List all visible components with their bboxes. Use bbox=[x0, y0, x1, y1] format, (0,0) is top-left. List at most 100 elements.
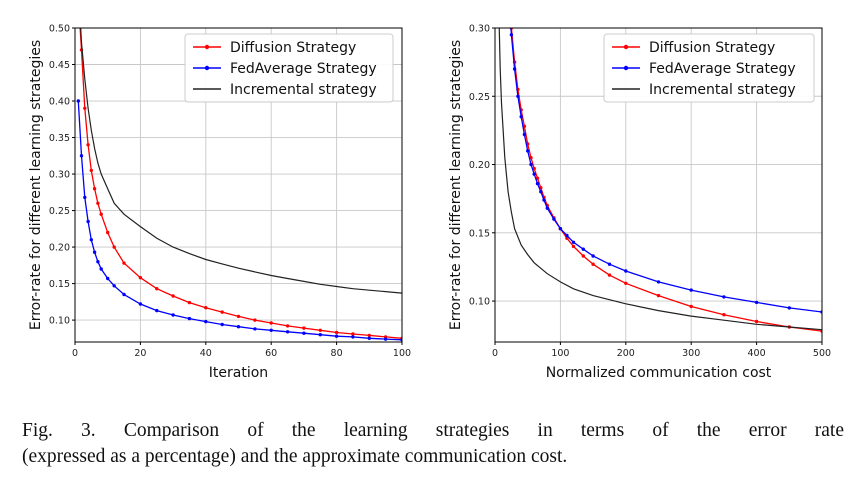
data-point bbox=[624, 269, 628, 273]
data-point bbox=[220, 310, 224, 314]
data-point bbox=[539, 190, 543, 194]
legend-marker bbox=[204, 44, 210, 50]
y-tick-label: 0.10 bbox=[49, 316, 70, 327]
data-point bbox=[99, 267, 103, 271]
y-tick-label: 0.15 bbox=[49, 279, 70, 290]
data-point bbox=[656, 280, 661, 284]
data-point bbox=[187, 316, 192, 321]
data-point bbox=[607, 273, 612, 277]
data-point bbox=[509, 33, 514, 37]
data-point bbox=[76, 99, 81, 103]
data-point bbox=[591, 254, 595, 258]
data-point bbox=[92, 250, 97, 254]
x-tick-label: 0 bbox=[492, 348, 498, 359]
data-point bbox=[535, 176, 540, 180]
data-point bbox=[204, 319, 208, 324]
data-point bbox=[187, 300, 192, 305]
data-point bbox=[155, 308, 159, 313]
x-tick-label: 500 bbox=[813, 348, 831, 359]
data-point bbox=[236, 314, 241, 319]
legend-entry: FedAverage Strategy bbox=[193, 61, 377, 77]
x-tick-label: 20 bbox=[134, 348, 146, 359]
legend: Diffusion Strategy FedAverage Strategy Inc… bbox=[603, 33, 815, 103]
series-line bbox=[80, 28, 402, 294]
chart-panel-2: 0 100 200 300 400 500 0.10 0.15 0.20 0.25 0.30 Norm… bbox=[448, 24, 831, 382]
data-point bbox=[253, 327, 257, 331]
data-point bbox=[138, 302, 143, 306]
data-point bbox=[171, 313, 175, 317]
x-tick-label: 300 bbox=[682, 348, 700, 359]
y-tick-label: 0.25 bbox=[469, 92, 490, 103]
data-point bbox=[522, 132, 527, 137]
data-point bbox=[535, 181, 540, 186]
data-point bbox=[689, 304, 693, 309]
x-tick-label: 0 bbox=[72, 348, 78, 359]
y-tick-label: 0.20 bbox=[469, 160, 490, 171]
data-point bbox=[89, 238, 94, 242]
caption-line-2: (expressed as a percentage) and the appr… bbox=[22, 446, 568, 467]
legend-entry: Incremental strategy bbox=[612, 82, 796, 98]
data-point bbox=[89, 168, 94, 173]
data-point bbox=[204, 306, 208, 310]
x-tick-label: 200 bbox=[617, 348, 635, 359]
data-point bbox=[351, 335, 355, 339]
chart-panel-1: 0 20 40 60 80 100 0.10 0.15 0.20 0.25 0.30 0.35 0.40… bbox=[28, 24, 411, 382]
data-point bbox=[565, 236, 569, 240]
data-point bbox=[529, 162, 533, 167]
x-axis-label: Normalized communication cost bbox=[546, 365, 772, 381]
series-line bbox=[79, 28, 402, 339]
series-fedaverage-strategy bbox=[509, 28, 822, 314]
series-incremental-strategy bbox=[498, 28, 822, 331]
legend-box bbox=[184, 33, 394, 103]
data-point bbox=[96, 201, 100, 205]
y-tick-label: 0.45 bbox=[49, 60, 70, 71]
x-tick-label: 40 bbox=[200, 348, 212, 359]
x-tick-label: 100 bbox=[551, 348, 569, 359]
y-tick-label: 0.15 bbox=[469, 228, 490, 239]
legend-box bbox=[603, 33, 815, 103]
data-point bbox=[351, 332, 355, 336]
data-point bbox=[302, 331, 306, 335]
data-point bbox=[581, 254, 585, 258]
data-point bbox=[106, 230, 110, 235]
plot-frame bbox=[74, 27, 403, 343]
data-point bbox=[318, 328, 322, 332]
legend-entry: FedAverage Strategy bbox=[612, 61, 796, 77]
data-point bbox=[519, 115, 523, 119]
y-axis-label: Error-rate for different learning strate… bbox=[448, 40, 464, 330]
data-point bbox=[220, 322, 224, 327]
data-point bbox=[367, 336, 371, 340]
data-point bbox=[83, 195, 87, 200]
legend-label: Incremental strategy bbox=[649, 82, 796, 98]
data-point bbox=[532, 166, 536, 171]
data-point bbox=[571, 244, 576, 249]
x-axis-label: Iteration bbox=[209, 365, 268, 381]
data-point bbox=[383, 337, 388, 341]
data-point bbox=[516, 94, 520, 99]
y-tick-label: 0.10 bbox=[469, 297, 490, 308]
data-point bbox=[334, 330, 339, 335]
data-point bbox=[86, 143, 90, 147]
plot-frame bbox=[494, 27, 823, 343]
data-point bbox=[334, 334, 339, 338]
data-point bbox=[581, 247, 585, 251]
data-point bbox=[571, 240, 576, 244]
data-point bbox=[591, 262, 595, 266]
figure-caption: Fig. 3. Comparison of the learning strat… bbox=[22, 418, 844, 470]
data-point bbox=[155, 287, 159, 291]
figure-svg: 0 20 40 60 80 100 0.10 0.15 0.20 0.25 0.30 0.35 0.40… bbox=[28, 24, 831, 382]
data-point bbox=[512, 67, 517, 71]
x-tick-label: 60 bbox=[265, 348, 277, 359]
x-tick-label: 100 bbox=[393, 348, 411, 359]
data-point bbox=[754, 300, 759, 305]
figure: 0 20 40 60 80 100 0.10 0.15 0.20 0.25 0.30 0.35 0.40… bbox=[28, 24, 831, 382]
x-tick-label: 400 bbox=[748, 348, 766, 359]
y-tick-label: 0.35 bbox=[49, 133, 70, 144]
data-point bbox=[545, 206, 549, 210]
y-tick-label: 0.50 bbox=[49, 24, 70, 35]
legend-label: FedAverage Strategy bbox=[649, 61, 796, 77]
data-point bbox=[122, 261, 126, 265]
legend-entry: Incremental strategy bbox=[193, 82, 377, 98]
data-point bbox=[552, 217, 556, 221]
data-point bbox=[96, 260, 100, 264]
